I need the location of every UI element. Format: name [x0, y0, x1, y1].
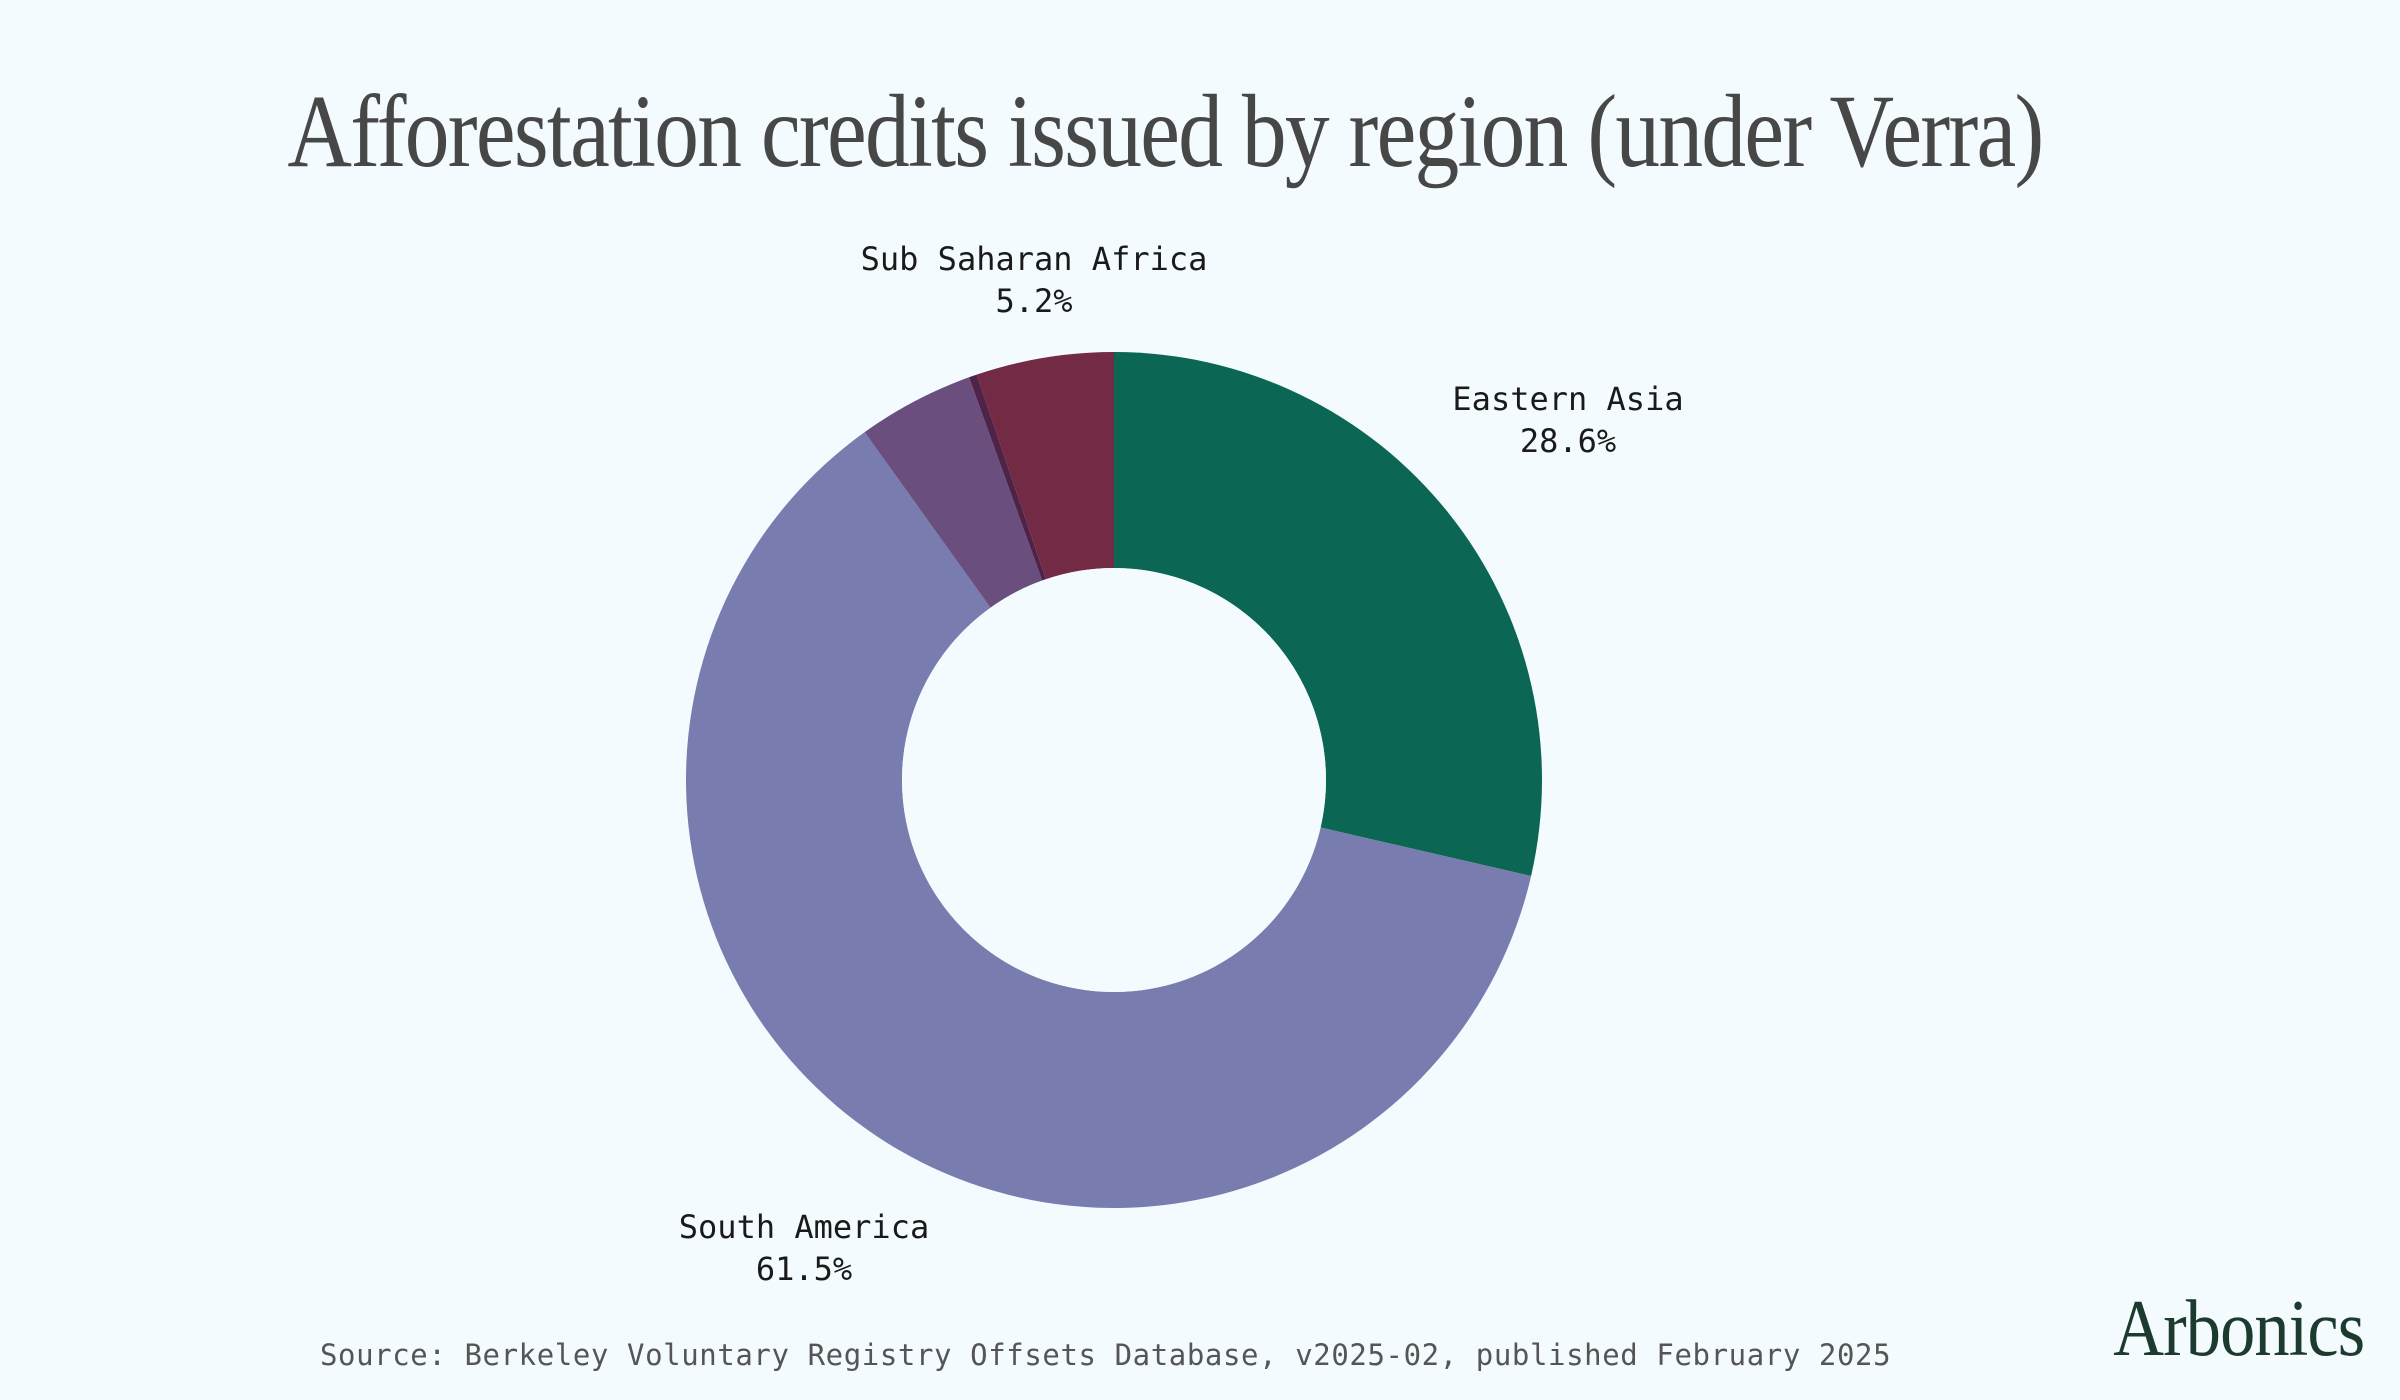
slice-south-america-1 — [686, 432, 1532, 1209]
slice-sub-saharan-africa-4 — [976, 352, 1114, 580]
slice-other-region-2 — [864, 377, 1043, 608]
slice-value-south-america: 61.5% — [756, 1250, 852, 1288]
slice-label-eastern-asia: Eastern Asia — [1452, 380, 1683, 418]
chart-title: Afforestation credits issued by region (… — [287, 74, 2044, 189]
slice-eastern-asia-0 — [1114, 352, 1543, 876]
brand-logo: Arbonics — [2112, 1285, 2365, 1373]
source-note: Source: Berkeley Voluntary Registry Offs… — [320, 1338, 1892, 1372]
slice-value-eastern-asia: 28.6% — [1520, 422, 1616, 460]
donut-hole — [902, 568, 1326, 992]
donut-slices — [686, 352, 1543, 1209]
slice-labels: Eastern Asia 28.6% South America 61.5% Sub S… — [679, 240, 1684, 1288]
slice-label-south-america: South America — [679, 1208, 929, 1246]
slice-label-sub-saharan-africa: Sub Saharan Africa — [861, 240, 1208, 278]
slice-value-sub-saharan-africa: 5.2% — [995, 282, 1072, 320]
slice-other-region-3 — [969, 374, 1046, 581]
